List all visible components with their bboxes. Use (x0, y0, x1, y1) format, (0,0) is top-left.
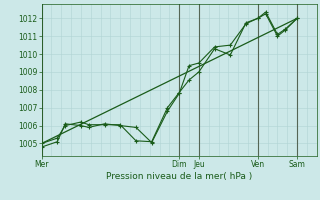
X-axis label: Pression niveau de la mer( hPa ): Pression niveau de la mer( hPa ) (106, 172, 252, 181)
